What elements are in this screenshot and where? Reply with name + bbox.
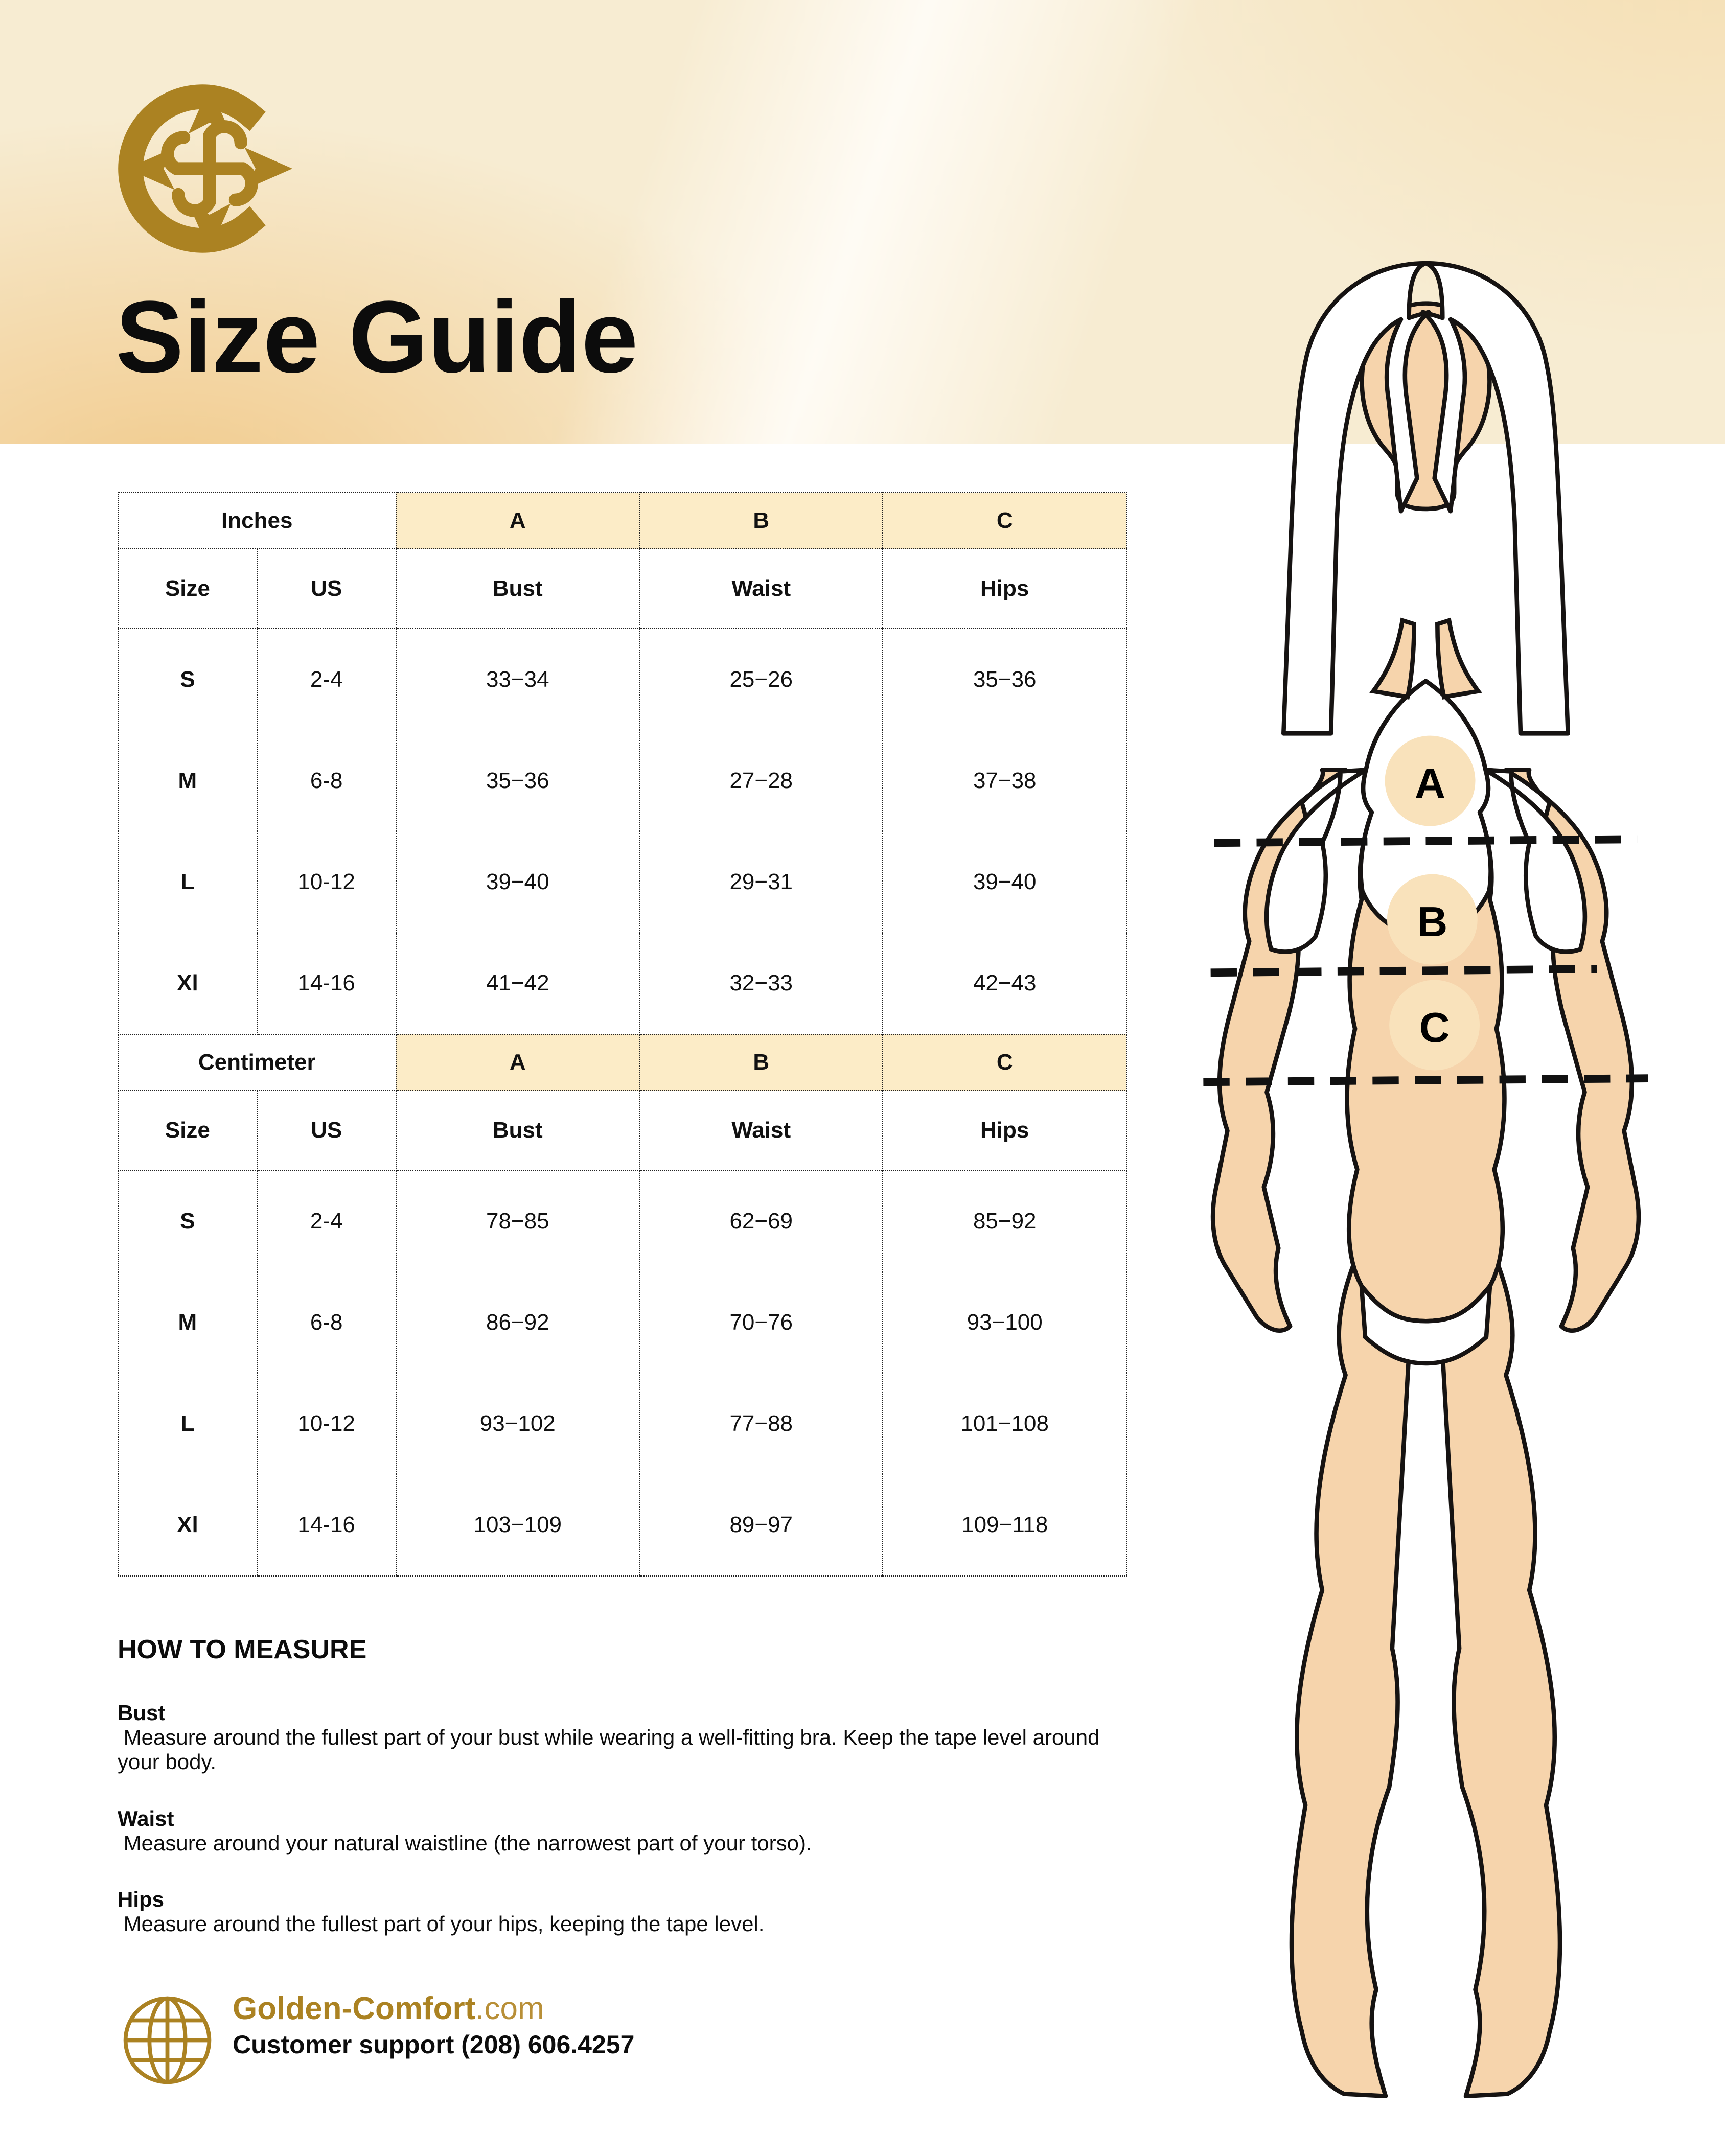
- svg-text:C: C: [1419, 1004, 1450, 1051]
- svg-text:A: A: [1415, 759, 1445, 807]
- svg-text:B: B: [1417, 898, 1447, 945]
